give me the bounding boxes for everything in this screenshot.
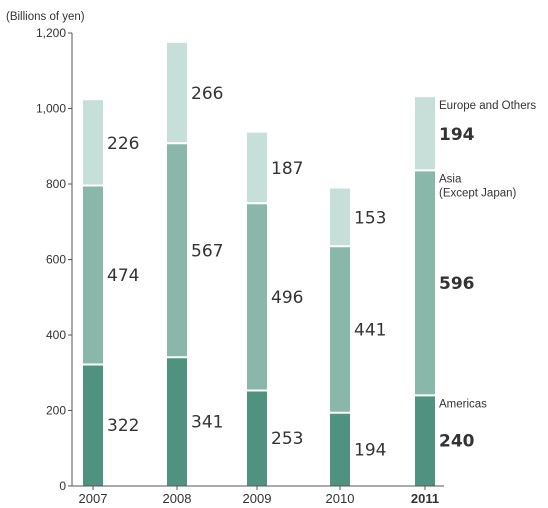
bar-segment xyxy=(330,188,350,247)
x-tick-label: 2008 xyxy=(163,491,192,506)
y-axis-unit-label: (Billions of yen) xyxy=(6,11,85,23)
data-label: 187 xyxy=(271,159,303,179)
data-label: 567 xyxy=(191,241,223,261)
data-label: 153 xyxy=(354,208,386,228)
bar-segment xyxy=(330,246,350,413)
data-labels: 322 474 226 341 567 266 253 496 187 194 441 153 240 5… xyxy=(107,84,475,460)
data-label: 341 xyxy=(191,413,223,433)
data-label: 441 xyxy=(354,321,386,341)
x-tick-label: 2007 xyxy=(79,491,108,506)
bar-segment xyxy=(415,97,435,171)
y-tick-label: 200 xyxy=(46,404,66,418)
x-tick-label: 2011 xyxy=(411,491,439,506)
data-label: 194 xyxy=(354,440,386,460)
data-label: 194 xyxy=(439,125,475,145)
x-tick-label: 2010 xyxy=(326,491,355,506)
legend-label: Asia (Except Japan) xyxy=(439,173,517,199)
y-tick-label: 1,000 xyxy=(36,102,66,116)
bar-segment xyxy=(83,364,103,486)
bar-segment xyxy=(83,100,103,186)
data-label: 322 xyxy=(107,416,139,436)
legend: Americas Asia (Except Japan) Europe and Oth… xyxy=(439,100,536,410)
bars xyxy=(83,42,435,486)
bar-segment xyxy=(167,42,187,144)
data-label: 240 xyxy=(439,432,475,452)
y-axis: 0 200 400 600 800 1,000 1,200 xyxy=(36,26,73,493)
x-axis: 2007 2008 2009 2010 2011 xyxy=(72,485,444,506)
data-label: 253 xyxy=(271,429,303,449)
legend-label: Europe and Others xyxy=(439,100,536,112)
y-tick-label: 800 xyxy=(46,177,66,191)
bar-segment xyxy=(247,132,267,204)
bar-segment xyxy=(167,143,187,358)
y-tick-label: 400 xyxy=(46,328,66,342)
bar-segment xyxy=(330,412,350,486)
y-tick-label: 1,200 xyxy=(36,26,66,40)
data-label: 226 xyxy=(107,134,139,154)
bar-segment xyxy=(247,390,267,486)
bar-segment xyxy=(415,395,435,486)
data-label: 496 xyxy=(271,288,303,308)
x-tick-label: 2009 xyxy=(243,491,272,506)
bar-segment xyxy=(247,203,267,391)
data-label: 266 xyxy=(191,84,223,104)
data-label: 474 xyxy=(107,266,139,286)
bar-segment xyxy=(167,357,187,486)
bar-segment xyxy=(415,170,435,396)
y-tick-label: 600 xyxy=(46,253,66,267)
legend-label: Americas xyxy=(439,398,487,410)
data-label: 596 xyxy=(439,274,475,294)
bar-segment xyxy=(83,185,103,365)
y-tick-label: 0 xyxy=(59,479,66,493)
